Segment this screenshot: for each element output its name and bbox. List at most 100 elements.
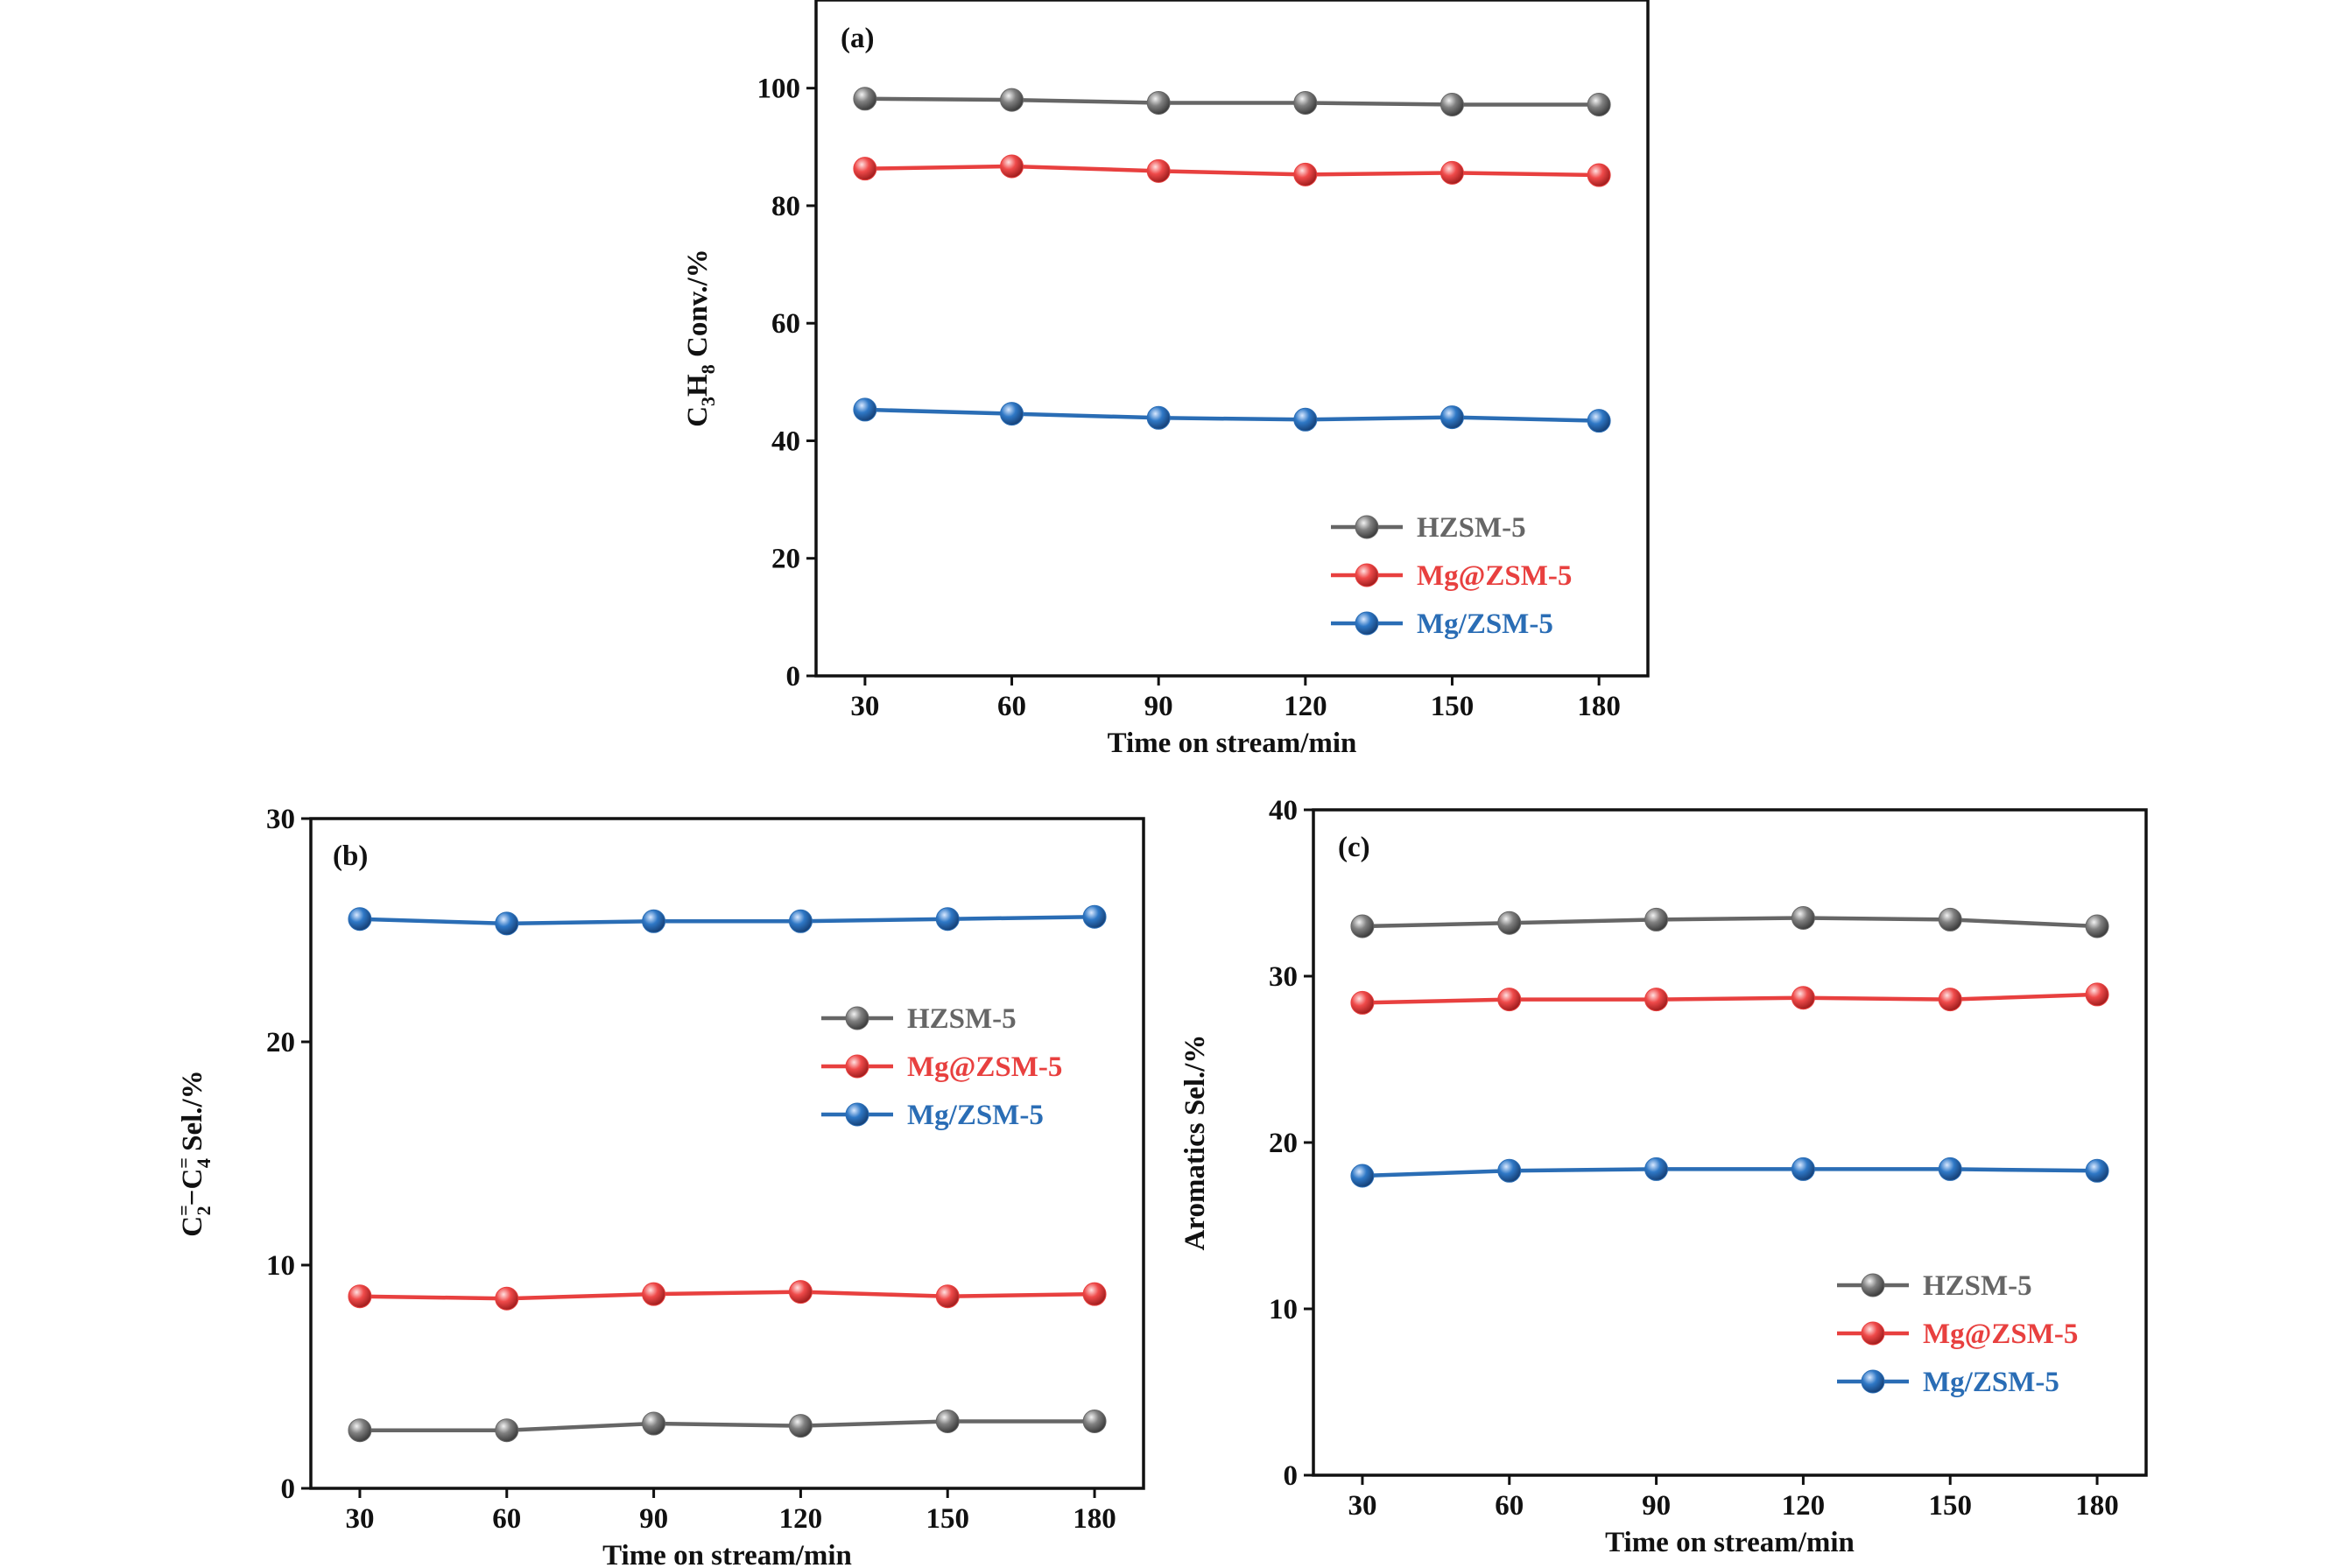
legend-label: Mg/ZSM-5 bbox=[1923, 1367, 2059, 1398]
legend-label: Mg/ZSM-5 bbox=[907, 1100, 1044, 1131]
data-point bbox=[1938, 988, 1962, 1012]
y-tick-label: 0 bbox=[786, 661, 801, 693]
data-point bbox=[935, 1284, 960, 1309]
data-point bbox=[1350, 1164, 1375, 1188]
x-tick-label: 120 bbox=[1782, 1490, 1826, 1522]
legend-label: Mg@ZSM-5 bbox=[907, 1051, 1062, 1083]
data-point bbox=[1000, 402, 1024, 426]
series-line bbox=[1362, 992, 2098, 1005]
x-axis-title: Time on stream/min bbox=[1605, 1527, 1855, 1558]
x-tick-label: 120 bbox=[1284, 691, 1327, 722]
x-tick-label: 150 bbox=[926, 1503, 969, 1535]
data-point bbox=[495, 911, 519, 936]
x-tick-label: 60 bbox=[997, 691, 1026, 722]
x-tick-label: 30 bbox=[850, 691, 879, 722]
series-line bbox=[359, 1290, 1095, 1301]
series-line bbox=[359, 1419, 1095, 1432]
data-point bbox=[1938, 907, 1962, 932]
x-tick-label: 180 bbox=[1073, 1503, 1116, 1535]
y-axis-title: Aromatics Sel./% bbox=[1179, 1035, 1211, 1251]
legend-label: HZSM-5 bbox=[1417, 512, 1526, 544]
panel-label: (a) bbox=[841, 23, 874, 54]
y-tick-label: 30 bbox=[266, 804, 295, 835]
x-tick-label: 150 bbox=[1928, 1490, 1972, 1522]
chart-panel-c: (c) 30 60 90 120 150 180 0 10 20 30 40 Time on strea… bbox=[1179, 795, 2148, 1558]
y-tick-label: 100 bbox=[757, 74, 801, 105]
data-point bbox=[495, 1418, 519, 1443]
chart-panel-b: (b) 30 60 90 120 150 180 0 10 20 30 Time on stream/… bbox=[172, 804, 1145, 1568]
plot-frame bbox=[814, 0, 1650, 678]
data-point bbox=[1644, 907, 1669, 932]
x-tick-label: 120 bbox=[779, 1503, 823, 1535]
series-line bbox=[1362, 916, 2098, 929]
legend-marker bbox=[1355, 611, 1379, 636]
data-point bbox=[348, 907, 372, 932]
data-point bbox=[1000, 154, 1024, 179]
legend-marker bbox=[1861, 1273, 1885, 1297]
data-point bbox=[1644, 988, 1669, 1012]
data-point bbox=[853, 397, 877, 422]
series-line bbox=[864, 164, 1600, 178]
x-tick-label: 60 bbox=[492, 1503, 521, 1535]
x-tick-label: 150 bbox=[1431, 691, 1475, 722]
x-tick-label: 90 bbox=[1642, 1490, 1671, 1522]
x-tick-label: 30 bbox=[345, 1503, 374, 1535]
data-point bbox=[1293, 90, 1318, 115]
y-tick-label: 0 bbox=[281, 1473, 296, 1505]
data-point bbox=[853, 87, 877, 111]
data-point bbox=[788, 1414, 813, 1438]
legend-marker bbox=[845, 1006, 869, 1030]
panel-label: (c) bbox=[1338, 832, 1370, 863]
data-point bbox=[788, 1280, 813, 1304]
series-line bbox=[1362, 1167, 2098, 1178]
data-point bbox=[1791, 986, 1815, 1010]
data-point bbox=[1350, 914, 1375, 939]
data-point bbox=[1587, 92, 1611, 116]
legend-marker bbox=[1861, 1369, 1885, 1394]
data-point bbox=[788, 909, 813, 933]
legend-label: HZSM-5 bbox=[907, 1003, 1017, 1035]
x-tick-label: 90 bbox=[639, 1503, 668, 1535]
data-point bbox=[1439, 405, 1464, 430]
data-point bbox=[1497, 911, 1522, 935]
legend-marker bbox=[845, 1102, 869, 1127]
data-point bbox=[1146, 90, 1171, 115]
data-point bbox=[1146, 405, 1171, 430]
y-tick-label: 10 bbox=[1269, 1294, 1298, 1325]
data-point bbox=[348, 1284, 372, 1309]
y-axis-title: C=2−C=4 Sel./% bbox=[172, 1070, 215, 1236]
data-point bbox=[1497, 988, 1522, 1012]
x-axis-title: Time on stream/min bbox=[1108, 728, 1357, 759]
y-tick-label: 20 bbox=[771, 544, 800, 575]
legend-label: Mg@ZSM-5 bbox=[1417, 560, 1572, 592]
data-point bbox=[1791, 906, 1815, 930]
x-tick-label: 60 bbox=[1495, 1490, 1524, 1522]
legend-marker bbox=[1355, 563, 1379, 587]
legend-label: HZSM-5 bbox=[1923, 1270, 2032, 1302]
series-line bbox=[864, 407, 1600, 423]
y-tick-label: 40 bbox=[1269, 795, 1298, 826]
data-point bbox=[1587, 409, 1611, 433]
data-point bbox=[1644, 1157, 1669, 1181]
y-tick-label: 20 bbox=[266, 1027, 295, 1058]
legend-marker bbox=[1355, 515, 1379, 539]
data-point bbox=[642, 909, 666, 933]
series-line bbox=[359, 914, 1095, 926]
panel-label: (b) bbox=[333, 840, 368, 872]
x-tick-label: 180 bbox=[1577, 691, 1621, 722]
data-point bbox=[1293, 162, 1318, 186]
data-point bbox=[935, 1410, 960, 1433]
x-tick-label: 30 bbox=[1348, 1490, 1376, 1522]
data-point bbox=[2085, 914, 2109, 939]
chart-panel-a: (a) 30 60 90 120 150 180 0 20 40 60 80 100 Time on st… bbox=[682, 0, 1650, 759]
y-tick-label: 60 bbox=[771, 308, 800, 340]
data-point bbox=[1439, 160, 1464, 185]
legend-label: Mg@ZSM-5 bbox=[1923, 1318, 2078, 1350]
data-point bbox=[935, 907, 960, 932]
data-point bbox=[1082, 904, 1107, 929]
data-point bbox=[642, 1411, 666, 1436]
data-point bbox=[348, 1418, 372, 1443]
legend-marker bbox=[845, 1054, 869, 1079]
y-axis-title: C3H8 Conv./% bbox=[682, 249, 719, 427]
